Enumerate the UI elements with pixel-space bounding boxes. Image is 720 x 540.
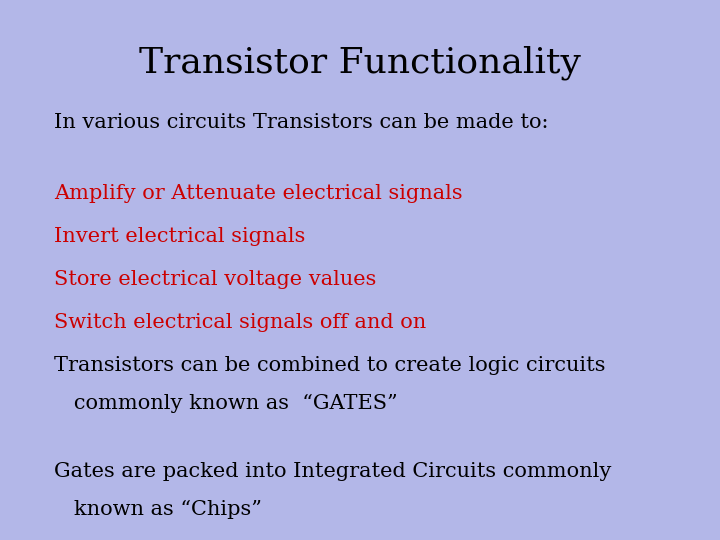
Text: Amplify or Attenuate electrical signals: Amplify or Attenuate electrical signals: [54, 184, 463, 202]
Text: Transistor Functionality: Transistor Functionality: [139, 46, 581, 80]
Text: Store electrical voltage values: Store electrical voltage values: [54, 270, 377, 289]
Text: commonly known as  “GATES”: commonly known as “GATES”: [54, 394, 397, 413]
Text: In various circuits Transistors can be made to:: In various circuits Transistors can be m…: [54, 113, 549, 132]
Text: Switch electrical signals off and on: Switch electrical signals off and on: [54, 313, 426, 332]
Text: Transistors can be combined to create logic circuits: Transistors can be combined to create lo…: [54, 356, 606, 375]
Text: Gates are packed into Integrated Circuits commonly: Gates are packed into Integrated Circuit…: [54, 462, 611, 481]
Text: Invert electrical signals: Invert electrical signals: [54, 227, 305, 246]
Text: known as “Chips”: known as “Chips”: [54, 500, 262, 518]
